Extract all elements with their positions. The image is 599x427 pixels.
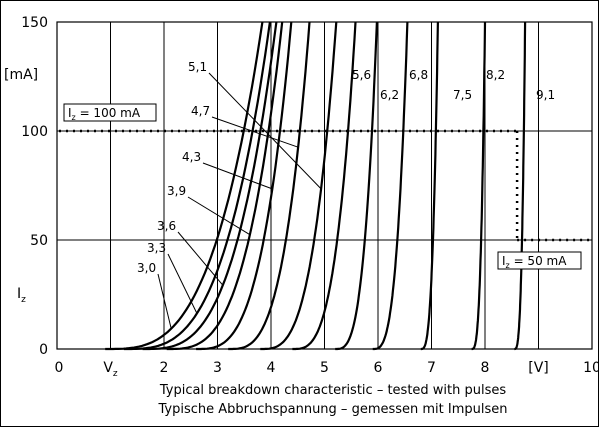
x-tick-label: 10 bbox=[583, 360, 599, 376]
y-unit-label: [mA] bbox=[4, 67, 38, 83]
label-leader-line bbox=[208, 72, 322, 190]
caption-german: Typische Abbruchspannung – gemessen mit … bbox=[157, 402, 507, 417]
x-tick-label: 3 bbox=[213, 360, 222, 376]
label-leader-line bbox=[187, 196, 251, 236]
series-curve-4-7 bbox=[228, 21, 311, 351]
label-leader-line bbox=[167, 253, 198, 314]
series-label-3-0: 3,0 bbox=[137, 261, 156, 275]
series-label-5-6: 5,6 bbox=[352, 68, 371, 82]
series-label-3-9: 3,9 bbox=[167, 184, 186, 198]
series-curve-6-2 bbox=[334, 21, 378, 351]
series-label-8-2: 8,2 bbox=[486, 68, 505, 82]
x-tick-label: 4 bbox=[267, 360, 276, 376]
x-tick-label: 2 bbox=[160, 360, 169, 376]
x-tick-label: 6 bbox=[374, 360, 383, 376]
series-label-9-1: 9,1 bbox=[536, 88, 555, 102]
series-label-6-8: 6,8 bbox=[409, 68, 428, 82]
y-axis-symbol: Iz bbox=[17, 286, 26, 305]
series-label-7-5: 7,5 bbox=[453, 88, 472, 102]
series-label-5-1: 5,1 bbox=[188, 60, 207, 74]
series-curve-6-8 bbox=[372, 21, 409, 351]
y-tick-label: 0 bbox=[39, 342, 48, 358]
x-unit-label: [V] bbox=[528, 360, 549, 376]
series-curve-5-1 bbox=[260, 21, 338, 351]
x-tick-label: 7 bbox=[427, 360, 436, 376]
label-leaders bbox=[157, 72, 322, 329]
y-tick-label: 150 bbox=[21, 15, 48, 31]
series-curve-7-5 bbox=[420, 21, 439, 351]
y-tick-label: 100 bbox=[21, 124, 48, 140]
series-curve-4-3 bbox=[196, 21, 293, 351]
x-tick-label: 0 bbox=[55, 360, 64, 376]
series-label-6-2: 6,2 bbox=[380, 88, 399, 102]
series-curve-3-6 bbox=[142, 21, 278, 351]
ref-label-box-50 bbox=[497, 251, 582, 270]
series-curve-5-6 bbox=[292, 21, 357, 351]
ref-label-100: Iz = 100 mA bbox=[68, 106, 141, 122]
label-leader-line bbox=[177, 231, 224, 286]
series-label-3-6: 3,6 bbox=[157, 219, 176, 233]
ref-label-box-100 bbox=[63, 103, 157, 122]
label-leader-line bbox=[202, 162, 273, 190]
series-curve-8-2 bbox=[470, 21, 487, 351]
label-leader-line bbox=[157, 273, 172, 329]
caption-english: Typical breakdown characteristic – teste… bbox=[159, 383, 507, 398]
x-tick-vz: Vz bbox=[103, 360, 118, 379]
series-label-3-3: 3,3 bbox=[147, 241, 166, 255]
series-curve-3-9 bbox=[166, 21, 284, 351]
series-label-4-7: 4,7 bbox=[191, 104, 210, 118]
x-tick-label: 8 bbox=[481, 360, 490, 376]
y-tick-label: 50 bbox=[30, 233, 48, 249]
series-curve-9-1 bbox=[513, 21, 527, 351]
series-label-4-3: 4,3 bbox=[182, 150, 201, 164]
grid bbox=[56, 21, 593, 350]
x-tick-label: 5 bbox=[320, 360, 329, 376]
ref-label-50: Iz = 50 mA bbox=[502, 254, 567, 270]
